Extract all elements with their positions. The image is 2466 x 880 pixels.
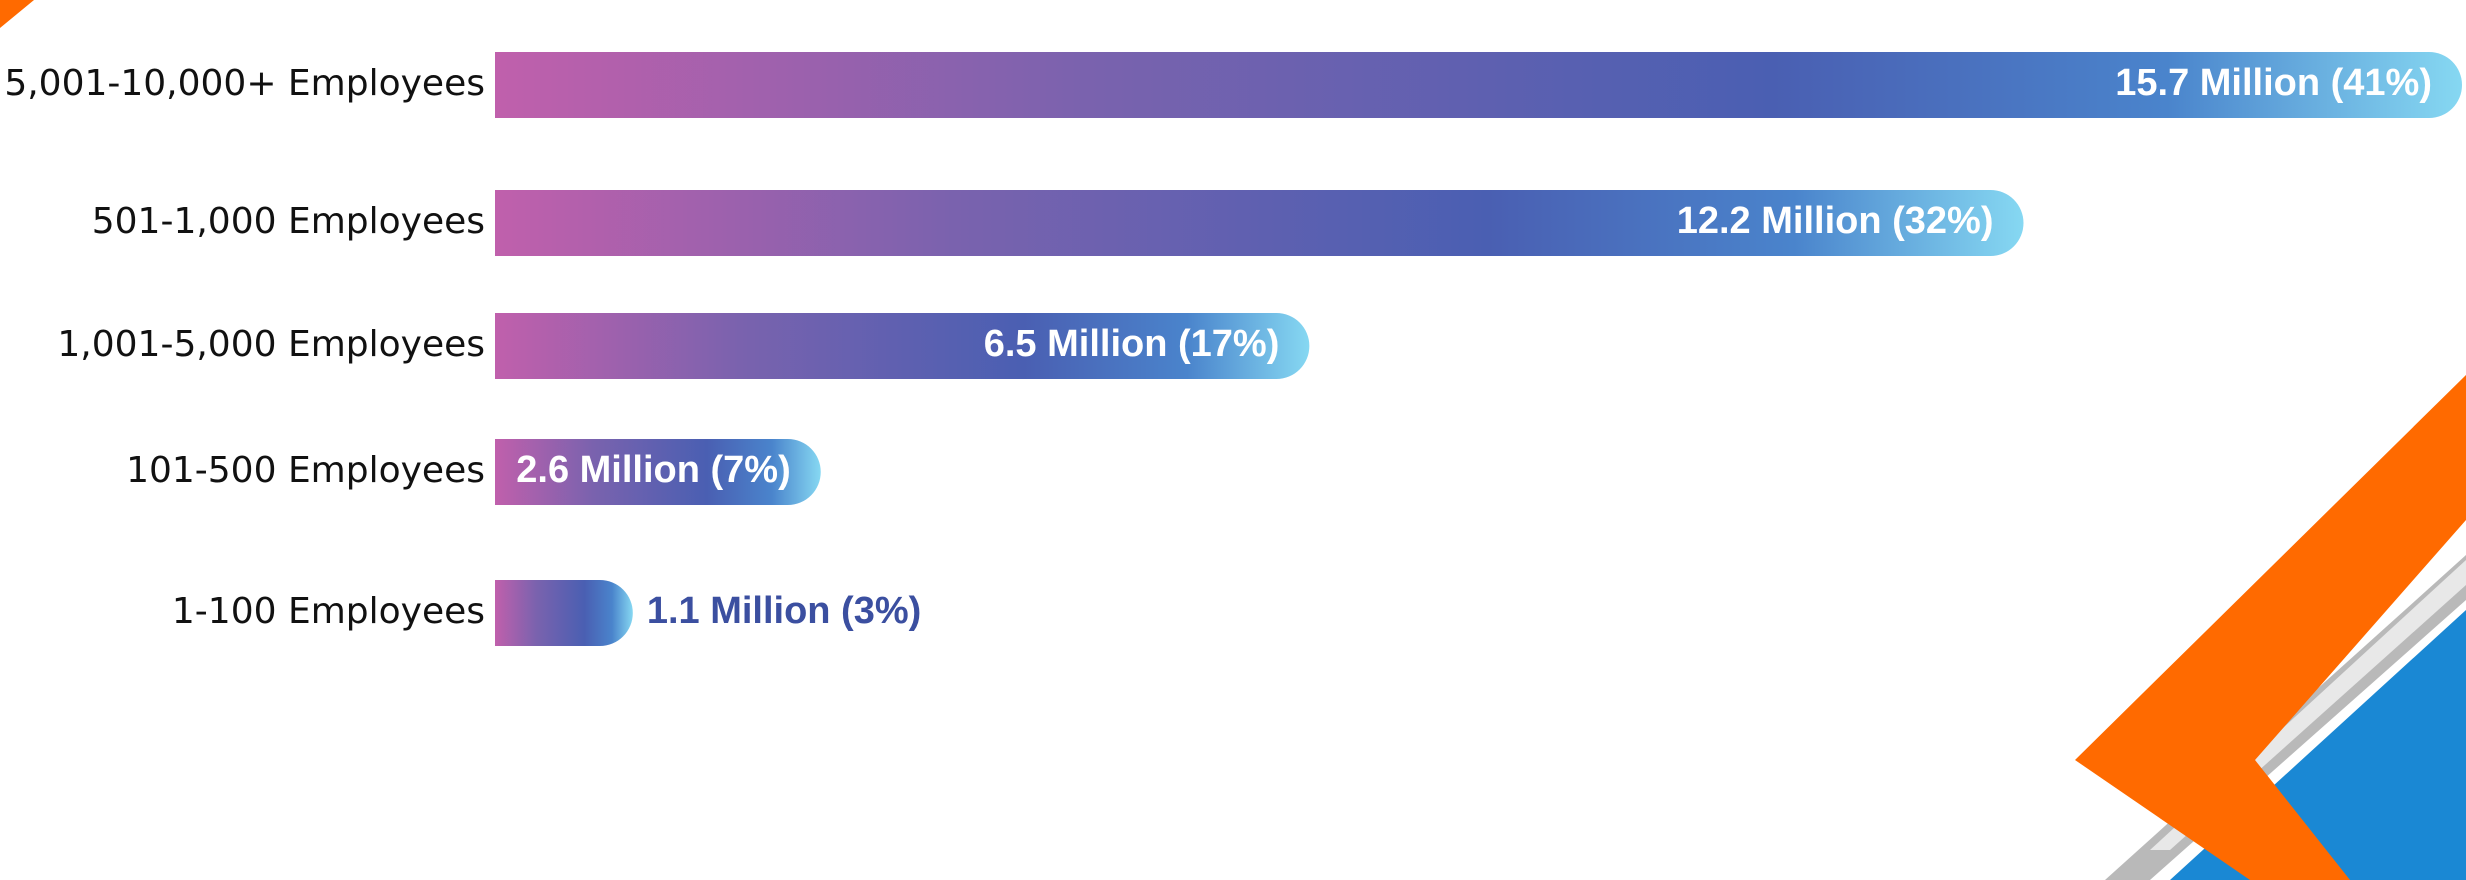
plot-area: 5,001-10,000+ Employees 15.7 Million (41%… [4, 52, 2462, 646]
value-label: 2.6 Million (7%) [516, 449, 790, 491]
category-label: 501-1,000 Employees [92, 201, 485, 242]
value-label: 15.7 Million (41%) [2115, 62, 2432, 104]
category-label: 101-500 Employees [126, 450, 485, 491]
bar [495, 52, 2462, 118]
value-label: 12.2 Million (32%) [1677, 200, 1994, 242]
value-label: 1.1 Million (3%) [647, 590, 921, 632]
value-label: 6.5 Million (17%) [984, 323, 1280, 365]
category-label: 1-100 Employees [172, 591, 485, 632]
bar [495, 313, 1310, 379]
category-label: 1,001-5,000 Employees [57, 324, 485, 365]
bar [495, 439, 821, 505]
bar [495, 580, 633, 646]
category-label: 5,001-10,000+ Employees [4, 63, 485, 104]
bar [495, 190, 2024, 256]
